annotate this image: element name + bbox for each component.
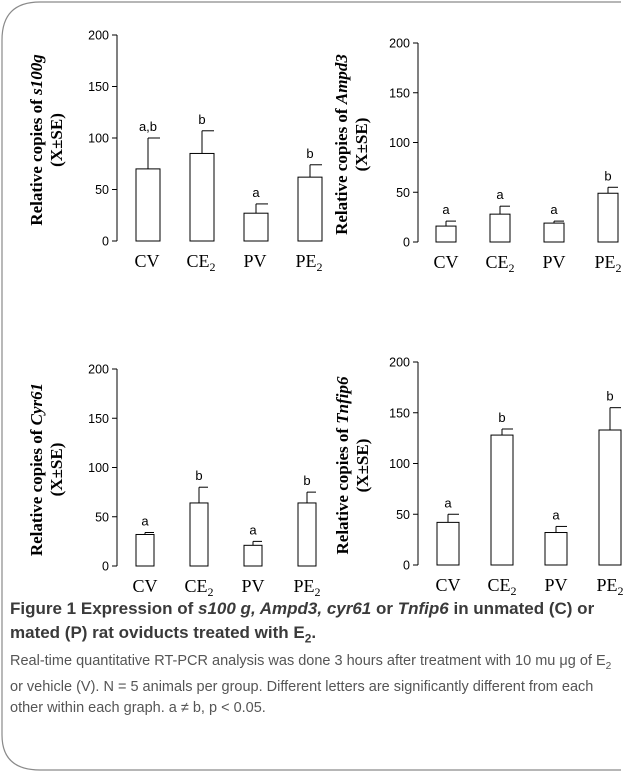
bar [490, 434, 514, 566]
y-axis-label: Relative copies of s100g [27, 54, 46, 226]
y-tick-label: 200 [389, 356, 410, 370]
y-tick-label: 100 [88, 461, 109, 475]
y-tick-label: 50 [95, 510, 109, 524]
bar [243, 212, 269, 242]
significance-label: b [606, 389, 613, 404]
category-label: PE2 [596, 575, 623, 598]
y-tick-label: 50 [396, 186, 410, 200]
y-tick-label: 200 [88, 29, 109, 43]
caption-title-part3: in unmated (C) or mated (P) rat oviducts… [10, 599, 595, 642]
significance-label: a [141, 514, 149, 529]
category-label: CE2 [487, 575, 516, 598]
bar [135, 533, 155, 567]
y-tick-label: 150 [88, 412, 109, 426]
category-label: PE2 [295, 251, 322, 274]
y-axis-label: Relative copies of Tnfip6 [333, 376, 352, 555]
category-label: CV [435, 575, 460, 595]
category-label: PE2 [594, 252, 621, 275]
bar [297, 502, 317, 567]
y-tick-label: 0 [403, 236, 410, 250]
bar [135, 168, 161, 242]
y-axis-label: Relative copies of Cyr61 [27, 383, 46, 556]
category-label: PV [241, 576, 264, 596]
category-label: CE2 [184, 576, 213, 599]
y-axis-label: Relative copies of Ampd3 [332, 54, 351, 235]
bar [598, 429, 622, 566]
category-label: PV [544, 575, 567, 595]
y-tick-label: 200 [88, 363, 109, 377]
bar [189, 152, 215, 242]
caption-title-part2: or [376, 599, 393, 618]
significance-label: a [496, 187, 504, 202]
y-tick-label: 100 [88, 132, 109, 146]
bar [543, 222, 565, 243]
category-label: CE2 [485, 252, 514, 275]
significance-label: a,b [139, 119, 157, 134]
bar [189, 502, 209, 567]
bar [489, 213, 511, 243]
y-tick-label: 50 [396, 508, 410, 522]
figure-label: Figure 1 [10, 599, 77, 618]
significance-label: a [249, 522, 257, 537]
bar [435, 225, 457, 243]
y-axis-label-unit: (X±SE) [47, 443, 66, 497]
significance-label: b [303, 473, 310, 488]
y-tick-label: 100 [389, 457, 410, 471]
bar [243, 544, 263, 567]
y-tick-label: 0 [403, 559, 410, 573]
y-tick-label: 150 [88, 80, 109, 94]
y-axis-label-unit: (X±SE) [352, 118, 371, 172]
significance-label: a [552, 507, 560, 522]
bar [297, 176, 323, 242]
category-label: PV [243, 251, 266, 271]
category-label: CV [433, 252, 458, 272]
significance-label: a [444, 495, 452, 510]
caption-body: Real-time quantitative RT-PCR analysis w… [10, 651, 616, 719]
y-axis-label-unit: (X±SE) [353, 439, 372, 493]
caption-title-sub: 2 [304, 631, 312, 646]
caption-title-part1: Expression of [80, 599, 194, 618]
bar [544, 532, 568, 566]
y-tick-label: 50 [95, 183, 109, 197]
caption-body-sub: 2 [605, 661, 612, 673]
caption-gene1: s100 g, Ampd3, cyr61 [198, 599, 372, 618]
caption-title-end: . [311, 623, 317, 642]
y-axis-label-unit: (X±SE) [47, 113, 66, 167]
y-tick-label: 150 [389, 86, 410, 100]
bar [436, 521, 460, 566]
caption-title: Figure 1 Expression of s100 g, Ampd3, cy… [10, 597, 616, 650]
significance-label: a [442, 202, 450, 217]
y-tick-label: 150 [389, 406, 410, 420]
significance-label: b [604, 168, 611, 183]
significance-label: b [198, 112, 205, 127]
significance-label: b [306, 146, 313, 161]
category-label: PV [542, 252, 565, 272]
y-tick-label: 0 [102, 235, 109, 249]
caption-body-part2: or vehicle (V). N = 5 animals per group.… [10, 679, 594, 717]
caption-body-part1: Real-time quantitative RT-PCR analysis w… [10, 653, 606, 670]
significance-label: b [498, 410, 505, 425]
significance-label: a [550, 202, 558, 217]
category-label: CE2 [186, 251, 215, 274]
category-label: CV [132, 576, 157, 596]
bar [597, 192, 619, 243]
significance-label: a [252, 185, 260, 200]
figure-caption: Figure 1 Expression of s100 g, Ampd3, cy… [10, 597, 616, 719]
significance-label: b [195, 468, 202, 483]
caption-gene2: Tnfip6 [397, 599, 449, 618]
y-tick-label: 100 [389, 136, 410, 150]
category-label: PE2 [293, 576, 320, 599]
y-tick-label: 200 [389, 37, 410, 51]
y-tick-label: 0 [102, 560, 109, 574]
category-label: CV [134, 251, 159, 271]
